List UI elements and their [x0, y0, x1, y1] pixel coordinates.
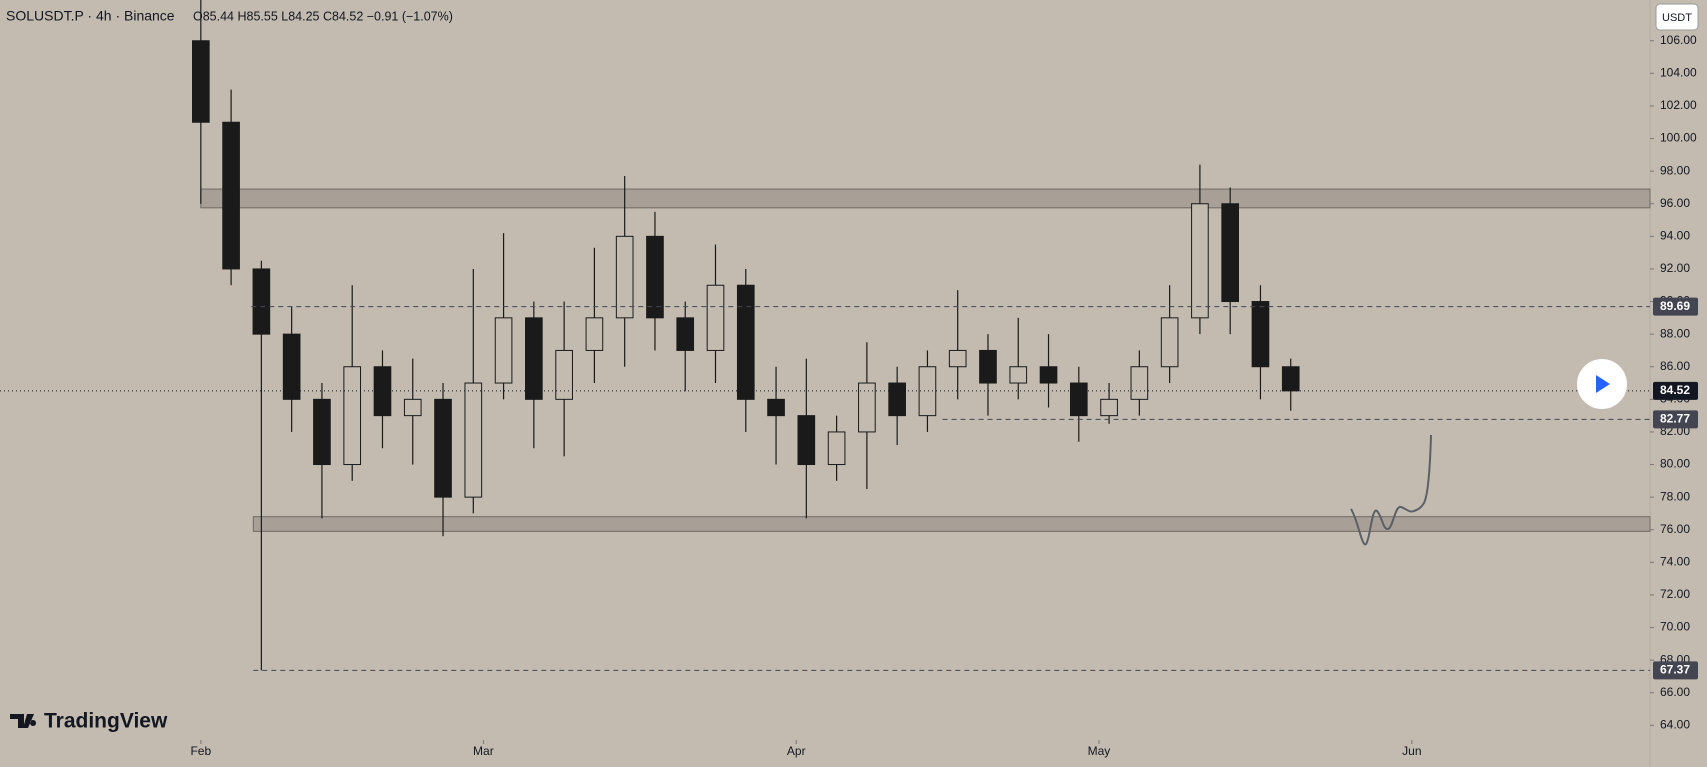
- x-tick-label: Apr: [787, 744, 806, 758]
- candle-body: [313, 398, 331, 466]
- candle-body: [948, 349, 967, 368]
- candle-body: [1100, 398, 1118, 417]
- price-label-box: [1653, 297, 1698, 316]
- candle-body: [1191, 203, 1209, 319]
- logo: TradingView: [10, 710, 168, 733]
- candle-body: [464, 382, 483, 498]
- candle-body: [252, 268, 271, 335]
- play-icon[interactable]: [1596, 375, 1610, 393]
- plot: [0, 0, 1651, 671]
- y-tick-label: 64.00: [1660, 718, 1690, 732]
- candle-body: [282, 333, 301, 400]
- candle-body: [615, 235, 634, 319]
- ohlc-readout: O85.44 H85.55 L84.25 C84.52 −0.91 (−1.07…: [193, 9, 453, 23]
- candle-body: [1009, 366, 1028, 384]
- chart-title: SOLUSDT.P · 4h · Binance: [6, 8, 175, 24]
- candle-body: [797, 415, 816, 466]
- candle-body: [827, 431, 846, 466]
- candle-body: [222, 121, 240, 270]
- candle-body: [1281, 366, 1300, 392]
- zone: [200, 188, 1651, 209]
- candle-body: [373, 366, 392, 417]
- price-label: 84.52: [1660, 383, 1690, 397]
- currency-button-label[interactable]: USDT: [1662, 12, 1692, 24]
- candle-body: [646, 235, 664, 319]
- y-tick-label: 78.00: [1660, 489, 1690, 503]
- y-tick-label: 72.00: [1660, 587, 1690, 601]
- price-label-box: [1653, 410, 1698, 429]
- candle-body: [403, 398, 422, 417]
- candle-body: [1130, 366, 1149, 400]
- candle-body: [1069, 382, 1088, 417]
- y-tick-label: 66.00: [1660, 685, 1690, 699]
- y-tick-label: 86.00: [1660, 359, 1690, 373]
- y-tick-label: 74.00: [1660, 555, 1690, 569]
- y-tick-label: 98.00: [1660, 163, 1690, 177]
- x-tick-label: Feb: [190, 744, 211, 758]
- candle-body: [706, 284, 725, 351]
- currency-button[interactable]: [1655, 3, 1699, 31]
- candle-body: [888, 382, 906, 417]
- price-label-box: [1653, 661, 1698, 680]
- y-tick-label: 70.00: [1660, 620, 1690, 634]
- candle-body: [585, 317, 604, 351]
- y-tick-label: 80.00: [1660, 457, 1690, 471]
- x-tick-label: Jun: [1402, 744, 1421, 758]
- y-tick-label: 96.00: [1660, 196, 1690, 210]
- candle-body: [1160, 317, 1179, 368]
- play-button[interactable]: [1577, 359, 1627, 409]
- price-label: 67.37: [1660, 663, 1690, 677]
- y-tick-label: 104.00: [1660, 66, 1697, 80]
- y-tick-label: 88.00: [1660, 326, 1690, 340]
- candle-body: [494, 317, 513, 384]
- y-tick-label: 76.00: [1660, 522, 1690, 536]
- candle-body: [1251, 301, 1270, 368]
- drawing-projection: [1350, 434, 1432, 546]
- price-label: 89.69: [1660, 299, 1690, 313]
- candle-body: [555, 349, 573, 400]
- y-tick-label: 92.00: [1660, 261, 1690, 275]
- candle-body: [736, 284, 755, 400]
- zone: [252, 516, 1651, 532]
- x-tick-label: Mar: [473, 744, 494, 758]
- candle-body: [343, 366, 362, 466]
- candle-body: [1039, 366, 1058, 384]
- x-tick-label: May: [1088, 744, 1111, 758]
- candle-body: [676, 317, 695, 351]
- candle-body: [434, 398, 452, 498]
- price-label-box: [1653, 381, 1698, 400]
- y-tick-label: 106.00: [1660, 33, 1697, 47]
- y-tick-label: 102.00: [1660, 98, 1697, 112]
- price-label: 82.77: [1660, 412, 1690, 426]
- candle-body: [192, 40, 210, 123]
- candle-body: [767, 398, 785, 417]
- candle-body: [918, 366, 937, 417]
- candle-body: [979, 349, 997, 384]
- y-tick-label: 100.00: [1660, 131, 1697, 145]
- logo-text: TradingView: [44, 710, 168, 733]
- candle-body: [525, 317, 543, 400]
- candle-body: [858, 382, 876, 433]
- y-tick-label: 94.00: [1660, 229, 1690, 243]
- logo-icon: [10, 714, 37, 728]
- candle-body: [1221, 203, 1240, 303]
